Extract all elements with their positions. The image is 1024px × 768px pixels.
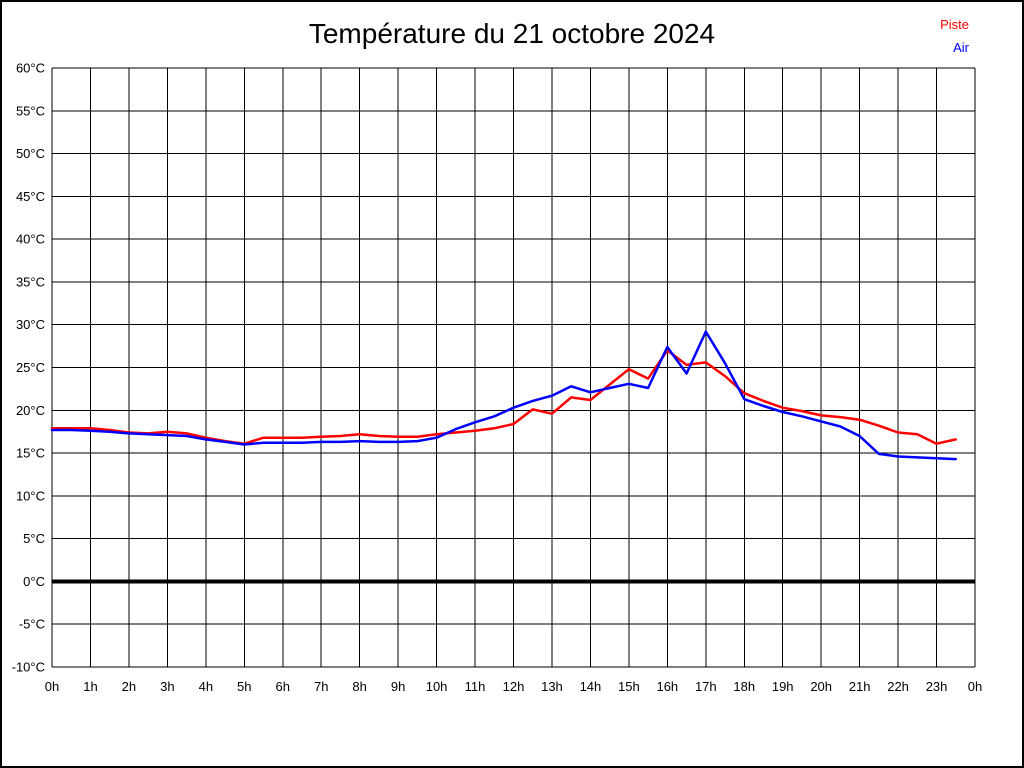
y-axis-tick-label: 60°C [16,61,45,76]
x-axis-tick-label: 0h [45,679,59,694]
y-axis-tick-label: 50°C [16,146,45,161]
x-axis-tick-label: 8h [352,679,366,694]
series-line-air [50,330,958,461]
x-axis-tick-label: 5h [237,679,251,694]
legend-item-air: Air [953,40,969,55]
y-axis-tick-label: 0°C [23,574,45,589]
x-axis-tick-label: 11h [465,679,486,694]
series-line-piste [50,349,958,445]
x-axis-tick-label: 12h [503,679,525,694]
x-axis-tick-label: 20h [810,679,832,694]
x-axis-tick-label: 14h [580,679,602,694]
x-axis-tick-label: 16h [656,679,678,694]
y-axis-tick-label: 30°C [16,317,45,332]
x-axis-tick-label: 4h [199,679,213,694]
x-axis-tick-label: 10h [426,679,448,694]
x-axis-tick-label: 19h [772,679,794,694]
x-axis-tick-label: 23h [926,679,948,694]
y-axis-tick-label: 25°C [16,360,45,375]
x-axis-tick-label: 7h [314,679,328,694]
x-axis-tick-label: 22h [887,679,909,694]
x-axis-tick-label: 6h [276,679,290,694]
x-axis-tick-label: 3h [160,679,174,694]
y-axis-tick-label: -10°C [12,660,45,675]
x-axis-tick-label: 2h [122,679,136,694]
y-axis-tick-label: 15°C [16,446,45,461]
x-axis-tick-label: 18h [733,679,755,694]
x-axis-tick-label: 17h [695,679,717,694]
x-axis-tick-label: 1h [83,679,97,694]
y-axis-tick-label: 35°C [16,274,45,289]
x-axis-tick-label: 15h [618,679,640,694]
y-axis-tick-label: 20°C [16,403,45,418]
y-axis-tick-label: 55°C [16,103,45,118]
chart-title: Température du 21 octobre 2024 [308,18,716,49]
x-axis-tick-label: 9h [391,679,405,694]
y-axis-tick-label: 10°C [16,488,45,503]
y-axis-tick-label: 45°C [16,189,45,204]
y-axis-tick-label: 40°C [16,232,45,247]
chart-legend: Piste Air [940,13,969,59]
legend-item-piste: Piste [940,17,969,32]
y-axis-tick-label: 5°C [23,531,45,546]
x-axis-tick-label: 0h [968,679,982,694]
y-axis-tick-label: -5°C [19,617,45,632]
x-axis-tick-label: 13h [541,679,563,694]
x-axis-tick-label: 21h [849,679,871,694]
